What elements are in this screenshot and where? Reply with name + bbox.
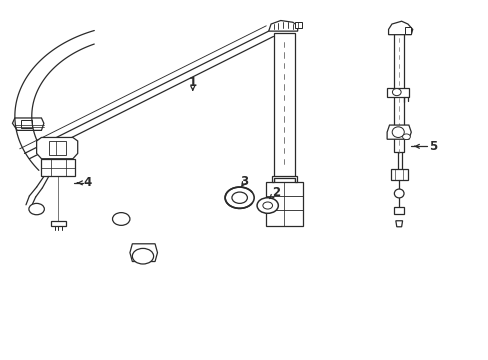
Polygon shape [386, 125, 410, 139]
Polygon shape [265, 182, 302, 226]
Text: 3: 3 [240, 175, 248, 188]
Polygon shape [12, 118, 44, 130]
Polygon shape [395, 221, 402, 227]
Ellipse shape [391, 127, 404, 138]
Polygon shape [393, 207, 403, 214]
Circle shape [402, 134, 409, 140]
Polygon shape [271, 176, 297, 182]
Polygon shape [388, 21, 412, 35]
Polygon shape [268, 21, 297, 31]
Text: 5: 5 [428, 140, 436, 153]
Circle shape [132, 248, 153, 264]
Circle shape [257, 198, 278, 213]
Polygon shape [273, 33, 295, 184]
Text: 1: 1 [188, 76, 197, 89]
Polygon shape [390, 169, 407, 180]
Text: 4: 4 [83, 176, 91, 189]
Circle shape [231, 192, 247, 203]
Polygon shape [404, 27, 410, 34]
Polygon shape [295, 22, 301, 28]
Circle shape [112, 213, 130, 225]
Polygon shape [393, 31, 403, 152]
Polygon shape [386, 88, 408, 97]
Polygon shape [51, 221, 65, 226]
Polygon shape [41, 159, 75, 176]
Circle shape [29, 203, 44, 215]
Polygon shape [130, 244, 157, 261]
Ellipse shape [392, 89, 400, 96]
Polygon shape [21, 121, 32, 127]
Ellipse shape [393, 189, 403, 198]
Text: 2: 2 [271, 186, 280, 199]
Polygon shape [37, 138, 78, 159]
Circle shape [224, 187, 254, 208]
Circle shape [263, 202, 272, 209]
Polygon shape [49, 141, 65, 155]
